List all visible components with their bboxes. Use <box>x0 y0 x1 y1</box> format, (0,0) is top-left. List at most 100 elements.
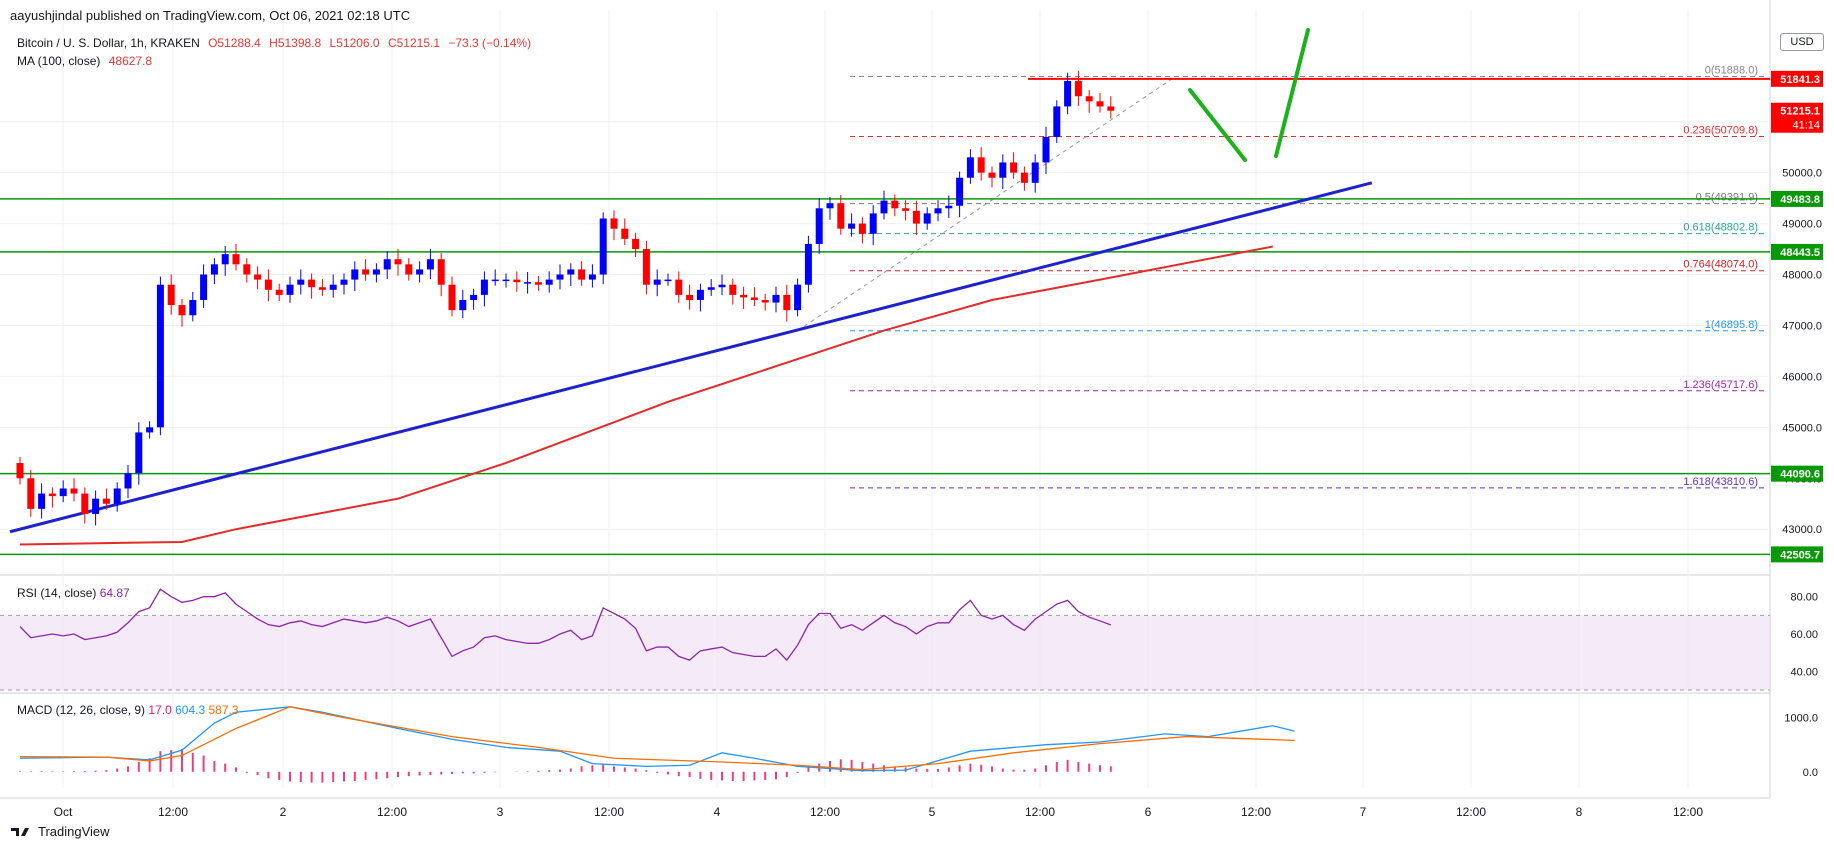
ma-label: MA (100, close) <box>17 54 101 68</box>
macd-tick-label: 0.0 <box>1803 767 1818 779</box>
candle-body <box>653 279 661 285</box>
candle-body <box>70 488 78 494</box>
candle-body <box>869 213 877 234</box>
candle-body <box>1010 162 1018 173</box>
y-tick-label: 47000.0 <box>1782 320 1822 332</box>
brand-text: TradingView <box>38 824 110 839</box>
macd-tick-label: 1000.0 <box>1784 713 1818 725</box>
candle-body <box>297 279 305 285</box>
currency-button[interactable]: USD <box>1780 33 1824 51</box>
candle-body <box>243 264 251 275</box>
macd-legend[interactable]: MACD (12, 26, close, 9) 17.0 604.3 587.3 <box>17 703 239 717</box>
candle-body <box>718 284 726 288</box>
candle-body <box>740 294 748 298</box>
candle-body <box>318 287 326 290</box>
fib-label-0.236: 0.236(50709.8) <box>1683 124 1758 136</box>
candle-body <box>383 259 391 270</box>
candle-body <box>491 279 499 282</box>
fib-label-1.236: 1.236(45717.6) <box>1683 379 1758 391</box>
rsi-legend[interactable]: RSI (14, close) 64.87 <box>17 586 130 600</box>
candle-body <box>329 284 337 290</box>
candle-body <box>470 294 478 300</box>
candle-body <box>38 493 46 509</box>
candle-body <box>1064 80 1072 107</box>
level-tag-text-44090.6: 44090.6 <box>1780 469 1820 481</box>
candle-body <box>945 205 953 209</box>
candle-body <box>264 279 272 290</box>
candle-body <box>362 269 370 275</box>
x-tick-label: 12:00 <box>1025 805 1055 819</box>
candle-body <box>826 203 834 209</box>
candle-body <box>437 259 445 285</box>
candle-body <box>988 172 996 178</box>
candle-body <box>642 249 650 285</box>
symbol-title[interactable]: Bitcoin / U. S. Dollar, 1h, KRAKEN <box>17 36 200 50</box>
x-tick-label: 7 <box>1360 805 1367 819</box>
macd-v3: 587.3 <box>208 703 239 717</box>
candle-body <box>686 294 694 300</box>
candle-body <box>999 162 1007 178</box>
candle-body <box>27 478 35 509</box>
candle-body <box>232 254 240 265</box>
candle-body <box>394 259 402 265</box>
fib-label-0.5: 0.5(49391.9) <box>1696 192 1758 204</box>
candle-body <box>189 299 197 316</box>
candle-body <box>783 294 791 311</box>
candle-body <box>405 264 413 275</box>
candle-body <box>146 427 154 433</box>
level-tag-42505.7 <box>1771 546 1823 563</box>
level-tag-text-51841.3: 51841.3 <box>1780 74 1820 86</box>
tradingview-logo[interactable]: TradingView <box>10 824 110 839</box>
x-tick-label: 12:00 <box>377 805 407 819</box>
ma100-line <box>19 245 1273 546</box>
y-tick-label: 49000.0 <box>1782 219 1822 231</box>
ma-legend[interactable]: MA (100, close) 48627.8 <box>17 54 157 68</box>
candle-body <box>567 269 575 275</box>
candle-body <box>815 208 823 244</box>
candle-body <box>880 200 888 214</box>
candle-body <box>221 254 229 265</box>
ohlc-low: L51206.0 <box>329 36 380 50</box>
candle-body <box>275 289 283 295</box>
candle-body <box>113 488 121 504</box>
rsi-line <box>19 588 1112 662</box>
candle-body <box>599 218 607 275</box>
candle-body <box>1096 101 1104 107</box>
candle-body <box>459 299 467 311</box>
candle-body <box>16 462 24 479</box>
candle-body <box>610 218 618 229</box>
candle-body <box>556 274 564 280</box>
rsi-tick-label: 60.00 <box>1790 629 1818 641</box>
support-trendline <box>9 181 1373 534</box>
publisher-line: aayushjindal published on TradingView.co… <box>10 8 411 23</box>
level-tag-48443.5 <box>1771 243 1823 260</box>
candle-body <box>858 223 866 234</box>
candle-body <box>178 305 186 316</box>
level-tag-51215.1 <box>1771 102 1823 133</box>
candle-body <box>135 432 143 474</box>
candle-body <box>891 200 899 209</box>
candle-body <box>502 279 510 282</box>
candle-body <box>372 269 380 275</box>
ma-value: 48627.8 <box>108 54 153 68</box>
candle-body <box>848 223 856 229</box>
x-tick-label: 4 <box>714 805 721 819</box>
candle-body <box>923 213 931 224</box>
y-tick-label: 48000.0 <box>1782 270 1822 282</box>
ohlc-change: −73.3 (−0.14%) <box>448 36 532 50</box>
fib-label-0.764: 0.764(48074.0) <box>1683 259 1758 271</box>
candle-body <box>578 269 586 280</box>
candle-body <box>448 284 456 311</box>
x-tick-label: 12:00 <box>158 805 188 819</box>
candle-body <box>621 228 629 239</box>
candle-body <box>351 269 359 280</box>
candle-body <box>1020 172 1028 183</box>
projection-arrow-up <box>1274 28 1310 158</box>
candle-body <box>934 208 942 214</box>
candle-body <box>977 157 985 173</box>
candle-body <box>480 279 488 295</box>
candle-body <box>200 274 208 300</box>
macd-line <box>19 706 1295 772</box>
candle-body <box>1031 162 1039 183</box>
